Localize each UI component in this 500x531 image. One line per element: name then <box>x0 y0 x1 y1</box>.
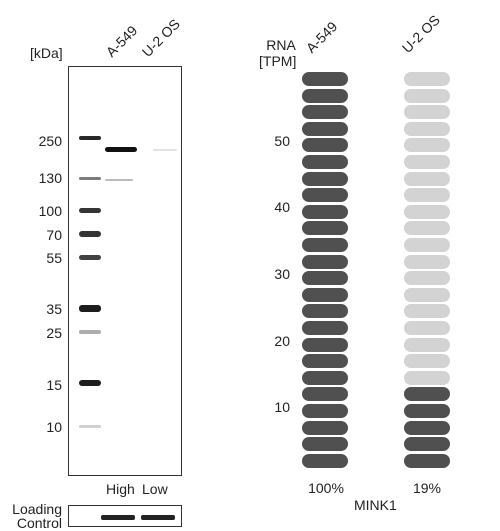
faint-band-a549 <box>105 179 133 181</box>
rna-pill <box>302 72 348 86</box>
rna-tick-50: 50 <box>274 133 290 149</box>
faint-band-u2os <box>153 149 177 151</box>
ladder-band-250 <box>79 136 101 140</box>
marker-label-250: 250 <box>38 133 62 149</box>
marker-label-100: 100 <box>38 203 62 219</box>
rna-pill <box>302 121 348 136</box>
rna-pill <box>302 155 348 169</box>
loading-control-image <box>68 505 182 527</box>
rna-pill <box>302 171 348 186</box>
rna-pill <box>404 437 450 452</box>
marker-label-130: 130 <box>38 170 62 186</box>
rna-pill <box>302 88 348 103</box>
rna-pill <box>404 387 450 402</box>
rna-pill <box>302 287 348 302</box>
marker-label-70: 70 <box>46 227 62 243</box>
rna-pill <box>302 420 348 435</box>
rna-pill <box>404 88 450 103</box>
ladder-band-15 <box>79 380 101 386</box>
rna-pill <box>404 188 450 203</box>
rna-pill <box>404 453 450 468</box>
ladder-band-35 <box>79 305 101 312</box>
rna-pill <box>302 404 348 418</box>
ladder-band-25 <box>79 330 101 334</box>
marker-label-10: 10 <box>46 419 62 435</box>
rna-pill <box>404 287 450 302</box>
rna-pill <box>302 105 348 120</box>
rna-pill <box>302 221 348 236</box>
lane-label-a549: A-549 <box>102 22 141 60</box>
rna-pill <box>404 321 450 335</box>
rna-sample-label-u2os: U-2 OS <box>398 11 444 56</box>
rna-pill <box>302 254 348 269</box>
marker-label-15: 15 <box>46 377 62 393</box>
rna-pill <box>404 354 450 369</box>
marker-label-25: 25 <box>46 325 62 341</box>
gene-name: MINK1 <box>354 497 397 513</box>
rna-pill <box>404 337 450 352</box>
ladder-band-100 <box>79 208 101 213</box>
rna-pill <box>302 238 348 252</box>
lane-label-u2os: U-2 OS <box>138 15 184 60</box>
rna-pill <box>404 370 450 385</box>
rna-pill <box>404 171 450 186</box>
rna-axis-title-line2: [TPM] <box>259 53 297 69</box>
rna-pill <box>302 304 348 319</box>
rna-tick-40: 40 <box>274 199 290 215</box>
rna-pill <box>404 271 450 286</box>
rna-pill <box>302 337 348 352</box>
rna-pill <box>404 404 450 418</box>
marker-label-55: 55 <box>46 250 62 266</box>
kda-unit-label: [kDa] <box>30 45 63 61</box>
rna-pill <box>404 238 450 252</box>
rna-column-a549 <box>302 72 348 472</box>
rna-column-u2os <box>404 72 450 472</box>
rna-pill <box>404 155 450 169</box>
loading-band-a549 <box>101 515 135 520</box>
rna-tick-20: 20 <box>274 333 290 349</box>
rna-axis-title-line1: RNA <box>266 37 296 53</box>
rna-pill <box>302 387 348 402</box>
rna-pill <box>302 453 348 468</box>
loading-band-u2os <box>141 515 175 520</box>
rna-pill <box>404 105 450 120</box>
rna-percent-a549: 100% <box>308 480 344 496</box>
ladder-band-70 <box>79 231 101 237</box>
rna-pill <box>404 72 450 86</box>
rna-pill <box>302 138 348 153</box>
rna-percent-u2os: 19% <box>412 480 442 496</box>
rna-pill <box>404 304 450 319</box>
ladder-band-10 <box>79 425 101 428</box>
rna-tick-10: 10 <box>274 399 290 415</box>
rna-pill <box>302 437 348 452</box>
rna-sample-label-a549: A-549 <box>302 18 341 56</box>
rna-pill <box>404 254 450 269</box>
rna-pill <box>404 420 450 435</box>
rna-pill <box>404 204 450 219</box>
rna-pill <box>404 138 450 153</box>
rna-pill <box>302 271 348 286</box>
rna-pill <box>302 204 348 219</box>
rna-pill <box>404 221 450 236</box>
ladder-band-55 <box>79 255 101 260</box>
loading-control-label: Loading Control <box>12 501 62 531</box>
ladder-band-130 <box>79 177 101 180</box>
rna-pill <box>302 321 348 335</box>
rna-pill <box>404 121 450 136</box>
marker-label-35: 35 <box>46 301 62 317</box>
western-blot-image <box>68 66 182 476</box>
rna-pill <box>302 188 348 203</box>
rna-pill <box>302 354 348 369</box>
sample-band-a549 <box>105 147 137 152</box>
rna-tick-30: 30 <box>274 266 290 282</box>
expression-label-low: Low <box>142 481 168 497</box>
rna-pill <box>302 370 348 385</box>
expression-label-high: High <box>106 481 135 497</box>
